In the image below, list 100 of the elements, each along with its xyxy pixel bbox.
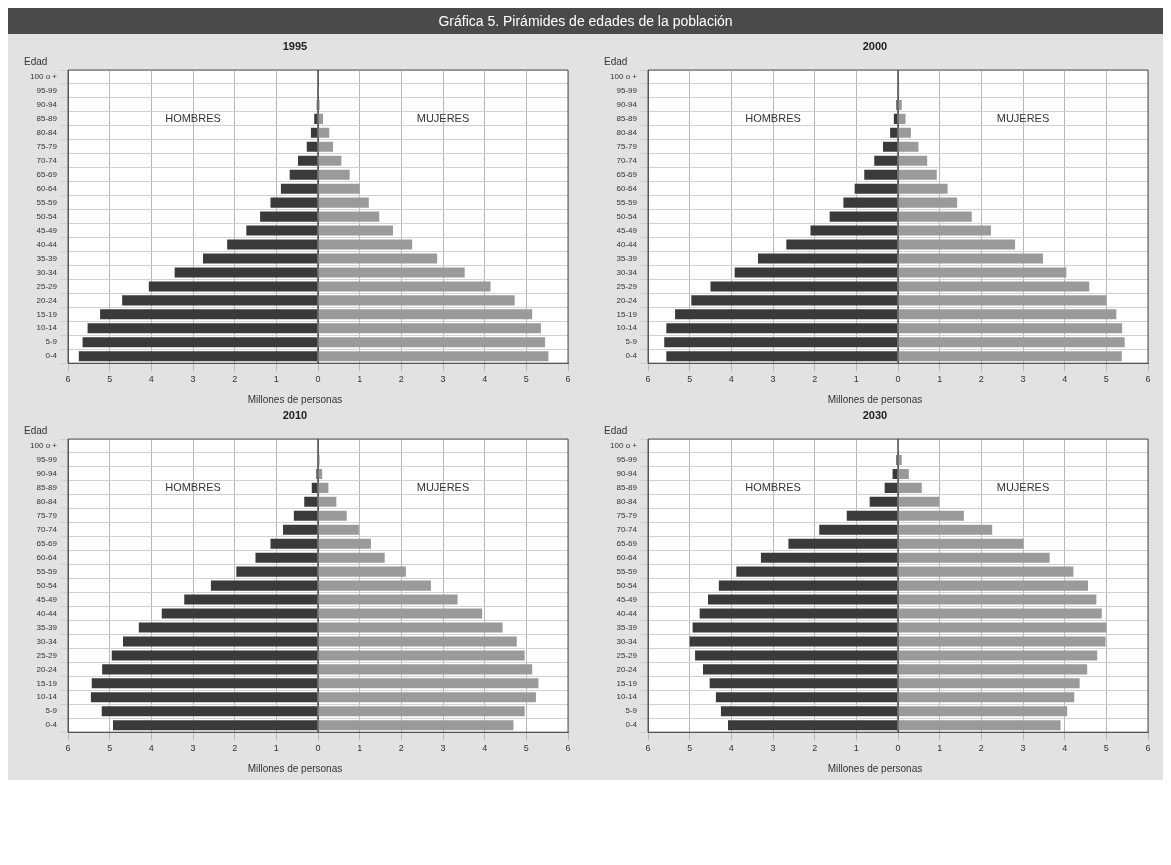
x-tick-label: 2 xyxy=(978,743,984,754)
text: HOMBRES xyxy=(745,480,801,493)
y-axis-title: Edad xyxy=(24,55,48,67)
x-tick-label: 3 xyxy=(190,743,196,754)
text: MUJERES xyxy=(996,111,1050,124)
y-tick-label: 10-14 xyxy=(616,323,638,333)
text: MUJERES xyxy=(416,111,470,124)
x-tick-label: 5 xyxy=(687,743,693,754)
text: MUJERES xyxy=(416,480,470,493)
y-tick-label: 55-59 xyxy=(616,197,638,207)
chart-title: 2030 xyxy=(861,409,889,423)
x-tick-label: 6 xyxy=(65,374,71,385)
y-tick-label: 90-94 xyxy=(616,469,638,479)
y-tick-label: 80-84 xyxy=(36,128,58,138)
y-tick-label: 0-4 xyxy=(45,351,58,361)
y-tick-label: 95-99 xyxy=(616,455,638,465)
y-tick-label: 85-89 xyxy=(616,114,638,124)
x-tick-label: 4 xyxy=(482,743,488,754)
x-axis-title: Millones de personas xyxy=(246,763,344,774)
x-tick-label: 3 xyxy=(770,743,776,754)
y-tick-label: 75-79 xyxy=(616,510,638,520)
y-tick-label: 5-9 xyxy=(45,337,58,347)
y-tick-label: 40-44 xyxy=(36,608,58,618)
y-tick-label: 90-94 xyxy=(616,100,638,110)
x-tick-label: 6 xyxy=(565,374,571,385)
x-tick-label: 1 xyxy=(937,743,943,754)
y-tick-label: 50-54 xyxy=(36,580,58,590)
x-tick-label: 0 xyxy=(315,374,321,385)
x-tick-label: 5 xyxy=(1103,374,1109,385)
text: HOMBRES xyxy=(165,111,221,124)
chart-title: 2000 xyxy=(861,40,889,54)
x-tick-label: 5 xyxy=(1103,743,1109,754)
x-tick-label: 2 xyxy=(398,374,404,385)
x-tick-label: 4 xyxy=(148,374,154,385)
y-tick-label: 15-19 xyxy=(616,678,638,688)
x-tick-label: 4 xyxy=(728,743,734,754)
x-tick-label: 2 xyxy=(232,374,238,385)
y-tick-label: 50-54 xyxy=(616,580,638,590)
x-tick-label: 1 xyxy=(273,743,279,754)
y-tick-label: 45-49 xyxy=(36,594,58,604)
y-tick-label: 0-4 xyxy=(45,720,58,730)
y-tick-label: 100 o + xyxy=(30,441,58,451)
x-tick-label: 5 xyxy=(687,374,693,385)
x-tick-label: 1 xyxy=(937,374,943,385)
y-tick-label: 65-69 xyxy=(36,169,58,179)
y-tick-label: 70-74 xyxy=(36,524,58,534)
y-tick-label: 0-4 xyxy=(625,351,638,361)
x-axis-title: Millones de personas xyxy=(826,394,924,405)
text: HOMBRES xyxy=(165,480,221,493)
y-tick-label: 85-89 xyxy=(616,483,638,493)
y-tick-label: 55-59 xyxy=(616,566,638,576)
x-tick-label: 0 xyxy=(895,374,901,385)
y-tick-label: 20-24 xyxy=(616,664,638,674)
x-tick-label: 1 xyxy=(853,374,859,385)
y-tick-label: 80-84 xyxy=(616,128,638,138)
y-tick-label: 85-89 xyxy=(36,114,58,124)
x-tick-label: 6 xyxy=(65,743,71,754)
x-tick-label: 2 xyxy=(978,374,984,385)
x-tick-label: 6 xyxy=(1145,743,1151,754)
y-tick-label: 100 o + xyxy=(610,72,638,82)
y-tick-label: 45-49 xyxy=(616,225,638,235)
y-tick-label: 40-44 xyxy=(36,239,58,249)
y-tick-label: 5-9 xyxy=(625,337,638,347)
y-tick-label: 95-99 xyxy=(36,86,58,96)
y-tick-label: 5-9 xyxy=(45,706,58,716)
x-tick-label: 3 xyxy=(440,743,446,754)
y-tick-label: 15-19 xyxy=(616,309,638,319)
y-tick-label: 10-14 xyxy=(36,323,58,333)
x-tick-label: 6 xyxy=(1145,374,1151,385)
y-tick-label: 25-29 xyxy=(36,650,58,660)
y-tick-label: 90-94 xyxy=(36,100,58,110)
x-tick-label: 0 xyxy=(315,743,321,754)
y-tick-label: 75-79 xyxy=(36,141,58,151)
x-tick-label: 0 xyxy=(895,743,901,754)
x-tick-label: 6 xyxy=(565,743,571,754)
x-tick-label: 3 xyxy=(1020,743,1026,754)
x-tick-label: 5 xyxy=(523,374,529,385)
y-tick-label: 65-69 xyxy=(616,169,638,179)
x-tick-label: 2 xyxy=(398,743,404,754)
y-tick-label: 25-29 xyxy=(36,281,58,291)
x-tick-label: 3 xyxy=(770,374,776,385)
chart-title: 2010 xyxy=(281,409,309,423)
x-tick-label: 6 xyxy=(645,743,651,754)
y-tick-label: 20-24 xyxy=(36,664,58,674)
y-tick-label: 25-29 xyxy=(616,650,638,660)
x-tick-label: 5 xyxy=(523,743,529,754)
y-tick-label: 35-39 xyxy=(36,253,58,263)
y-tick-label: 80-84 xyxy=(616,497,638,507)
y-tick-label: 65-69 xyxy=(616,538,638,548)
y-tick-label: 45-49 xyxy=(36,225,58,235)
y-tick-label: 40-44 xyxy=(616,239,638,249)
x-tick-label: 5 xyxy=(107,743,113,754)
y-tick-label: 30-34 xyxy=(36,636,58,646)
y-tick-label: 50-54 xyxy=(616,211,638,221)
y-tick-label: 70-74 xyxy=(616,155,638,165)
y-tick-label: 25-29 xyxy=(616,281,638,291)
text: MUJERES xyxy=(996,480,1050,493)
text: Gráfica 5. Pirámides de edades de la población xyxy=(8,8,1163,34)
x-tick-label: 4 xyxy=(482,374,488,385)
x-tick-label: 4 xyxy=(728,374,734,385)
